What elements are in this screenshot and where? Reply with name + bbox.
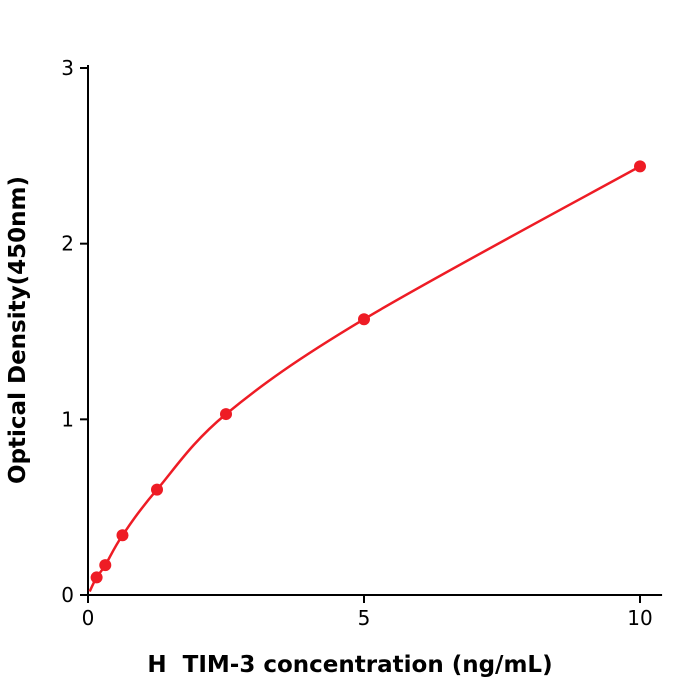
data-point bbox=[220, 408, 232, 421]
y-tick-label: 0 bbox=[61, 583, 74, 607]
x-axis-label: H TIM-3 concentration (ng/mL) bbox=[147, 652, 553, 678]
data-point bbox=[90, 571, 103, 584]
fit-curve bbox=[88, 165, 641, 593]
x-tick-label: 0 bbox=[82, 606, 95, 630]
data-point bbox=[151, 483, 163, 496]
x-tick-label: 5 bbox=[358, 606, 371, 630]
y-tick-label: 2 bbox=[61, 232, 74, 256]
y-tick-label: 3 bbox=[61, 56, 74, 80]
x-tick-label: 10 bbox=[627, 606, 652, 630]
data-point bbox=[634, 160, 646, 173]
data-point bbox=[116, 529, 129, 542]
data-point bbox=[99, 559, 112, 572]
y-tick-label: 1 bbox=[61, 407, 74, 431]
data-point bbox=[358, 313, 370, 326]
y-axis-label-text: Optical Density(450nm) bbox=[5, 176, 31, 484]
